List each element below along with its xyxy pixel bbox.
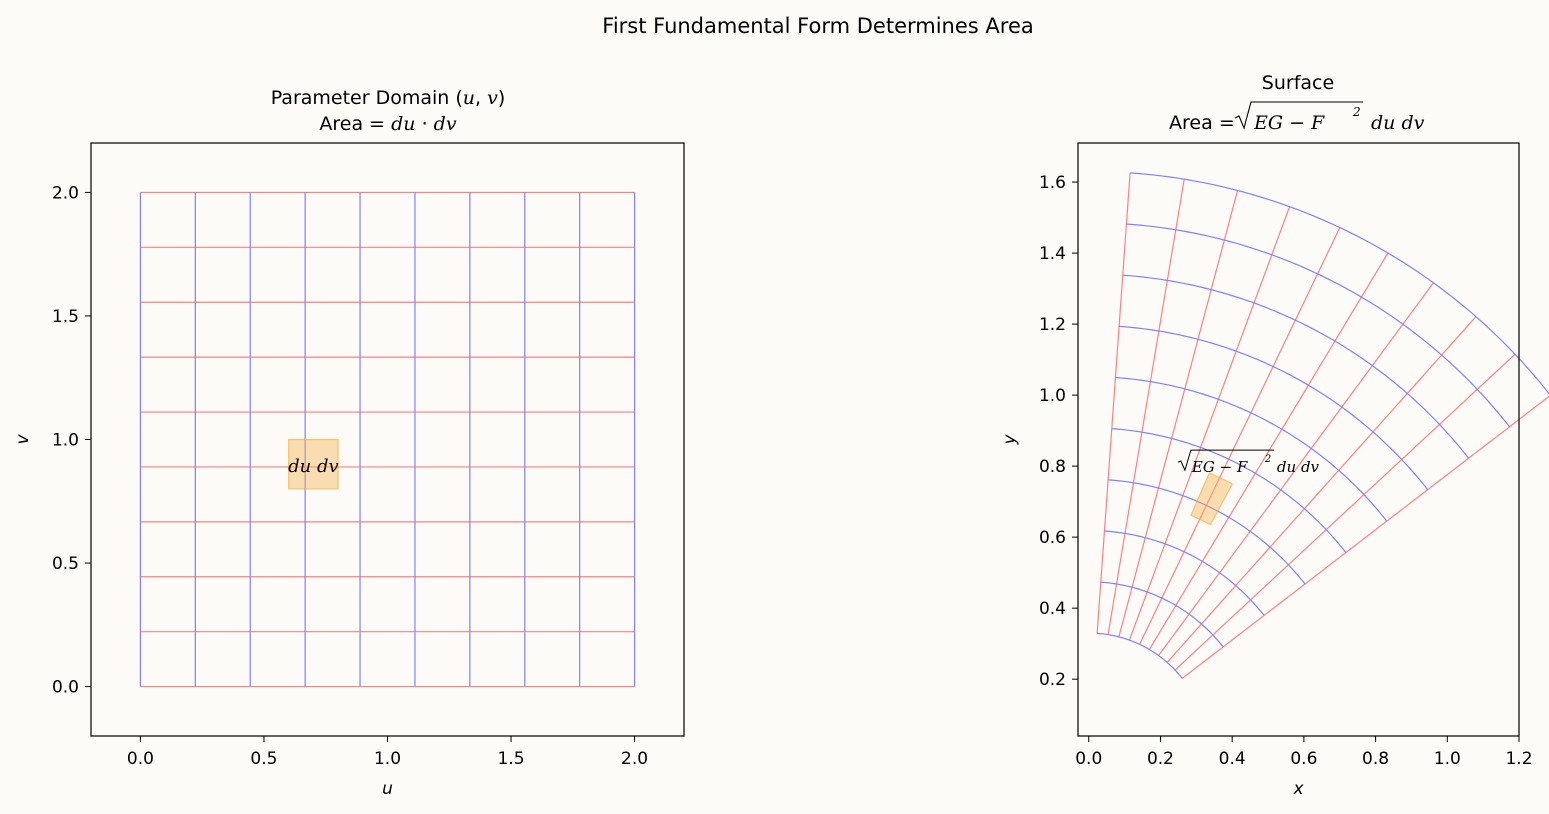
svg-text:EG − F: EG − F <box>1253 112 1325 134</box>
left-title-line2: Area = du · dv <box>319 113 456 135</box>
x-tick-label: 1.0 <box>374 749 401 769</box>
y-tick-label: 1.5 <box>52 307 79 327</box>
y-tick-label: 1.2 <box>1039 315 1066 335</box>
u-grid-line <box>1119 325 1429 491</box>
x-axis-label: u <box>382 779 393 799</box>
x-tick-label: 1.2 <box>1505 749 1532 769</box>
y-tick-label: 0.8 <box>1039 457 1066 477</box>
u-grid-line <box>1100 581 1224 648</box>
y-tick-label: 2.0 <box>52 183 79 203</box>
v-grid-line <box>1096 172 1131 634</box>
x-axis-label: x <box>1292 779 1304 799</box>
patch-label-differentials: du dv <box>1277 458 1320 476</box>
right-title-line1: Surface <box>1262 72 1334 94</box>
axes-frame <box>1077 142 1520 737</box>
x-tick-label: 0.5 <box>250 749 277 769</box>
surface-axes: 0.0 0.2 0.4 0.6 0.8 1.0 1.2 0.2 0.4 0.6 0.8 1.0 1.2 1… <box>1000 142 1549 799</box>
x-tick-label: 0.8 <box>1362 749 1389 769</box>
right-title-line2: Area = EG − F 2 du dv <box>1169 101 1425 134</box>
y-tick-label: 1.6 <box>1039 173 1066 193</box>
v-grid-line <box>1139 227 1341 645</box>
axes-frame <box>90 142 685 737</box>
v-grid-line <box>1128 206 1291 641</box>
y-axis-label: y <box>1000 434 1020 446</box>
u-grid-line <box>1111 428 1347 553</box>
v-grid-line <box>1158 282 1434 656</box>
v-grid-line <box>1166 316 1477 663</box>
u-grid-line <box>1097 632 1183 679</box>
y-tick-label: 1.4 <box>1039 244 1066 264</box>
u-grid-line <box>1122 274 1470 459</box>
y-tick-label: 0.2 <box>1039 670 1066 690</box>
x-tick-label: 1.5 <box>498 749 525 769</box>
area-patch <box>1190 472 1234 526</box>
y-tick-label: 1.0 <box>52 431 79 451</box>
patch-label-exponent: 2 <box>1264 454 1271 465</box>
svg-text:2: 2 <box>1352 105 1361 119</box>
x-tick-label: 0.0 <box>1075 749 1102 769</box>
sqrt-sign <box>1177 449 1274 472</box>
y-axis-label: v <box>13 434 33 445</box>
u-grid-line <box>1126 223 1510 428</box>
x-tick-label: 1.0 <box>1434 749 1461 769</box>
left-title-line1: Parameter Domain (u, v) <box>271 87 506 109</box>
y-tick-label: 0.6 <box>1039 528 1066 548</box>
svg-text:du dv: du dv <box>1371 112 1425 134</box>
x-tick-label: 0.0 <box>127 749 154 769</box>
x-tick-label: 0.6 <box>1290 749 1317 769</box>
x-tick-label: 2.0 <box>621 749 648 769</box>
y-tick-label: 1.0 <box>1039 386 1066 406</box>
v-grid-line <box>1148 252 1389 650</box>
v-grid-line <box>1107 179 1185 635</box>
u-grid-line <box>1104 530 1265 616</box>
figure-suptitle: First Fundamental Form Determines Area <box>602 14 1033 38</box>
patch-label-radicand: EG − F <box>1191 458 1248 476</box>
y-tick-label: 0.0 <box>52 678 79 698</box>
v-grid-line <box>1118 190 1239 638</box>
x-tick-label: 0.4 <box>1219 749 1246 769</box>
parameter-domain-axes: 0.0 0.5 1.0 1.5 2.0 0.0 0.5 1.0 1.5 2.0 u v du dv <box>13 142 685 799</box>
y-tick-label: 0.4 <box>1039 599 1066 619</box>
u-grid-line <box>1130 172 1549 395</box>
y-tick-label: 0.5 <box>52 554 79 574</box>
area-patch <box>288 438 339 490</box>
patch-label: du dv <box>288 456 339 477</box>
svg-text:Area =: Area = <box>1169 112 1235 134</box>
u-grid-line <box>1115 376 1388 522</box>
v-grid-line <box>1181 395 1549 679</box>
patch-label: EG − F 2 du dv <box>1177 449 1320 476</box>
v-grid-line <box>1174 353 1516 671</box>
x-tick-label: 0.2 <box>1147 749 1174 769</box>
